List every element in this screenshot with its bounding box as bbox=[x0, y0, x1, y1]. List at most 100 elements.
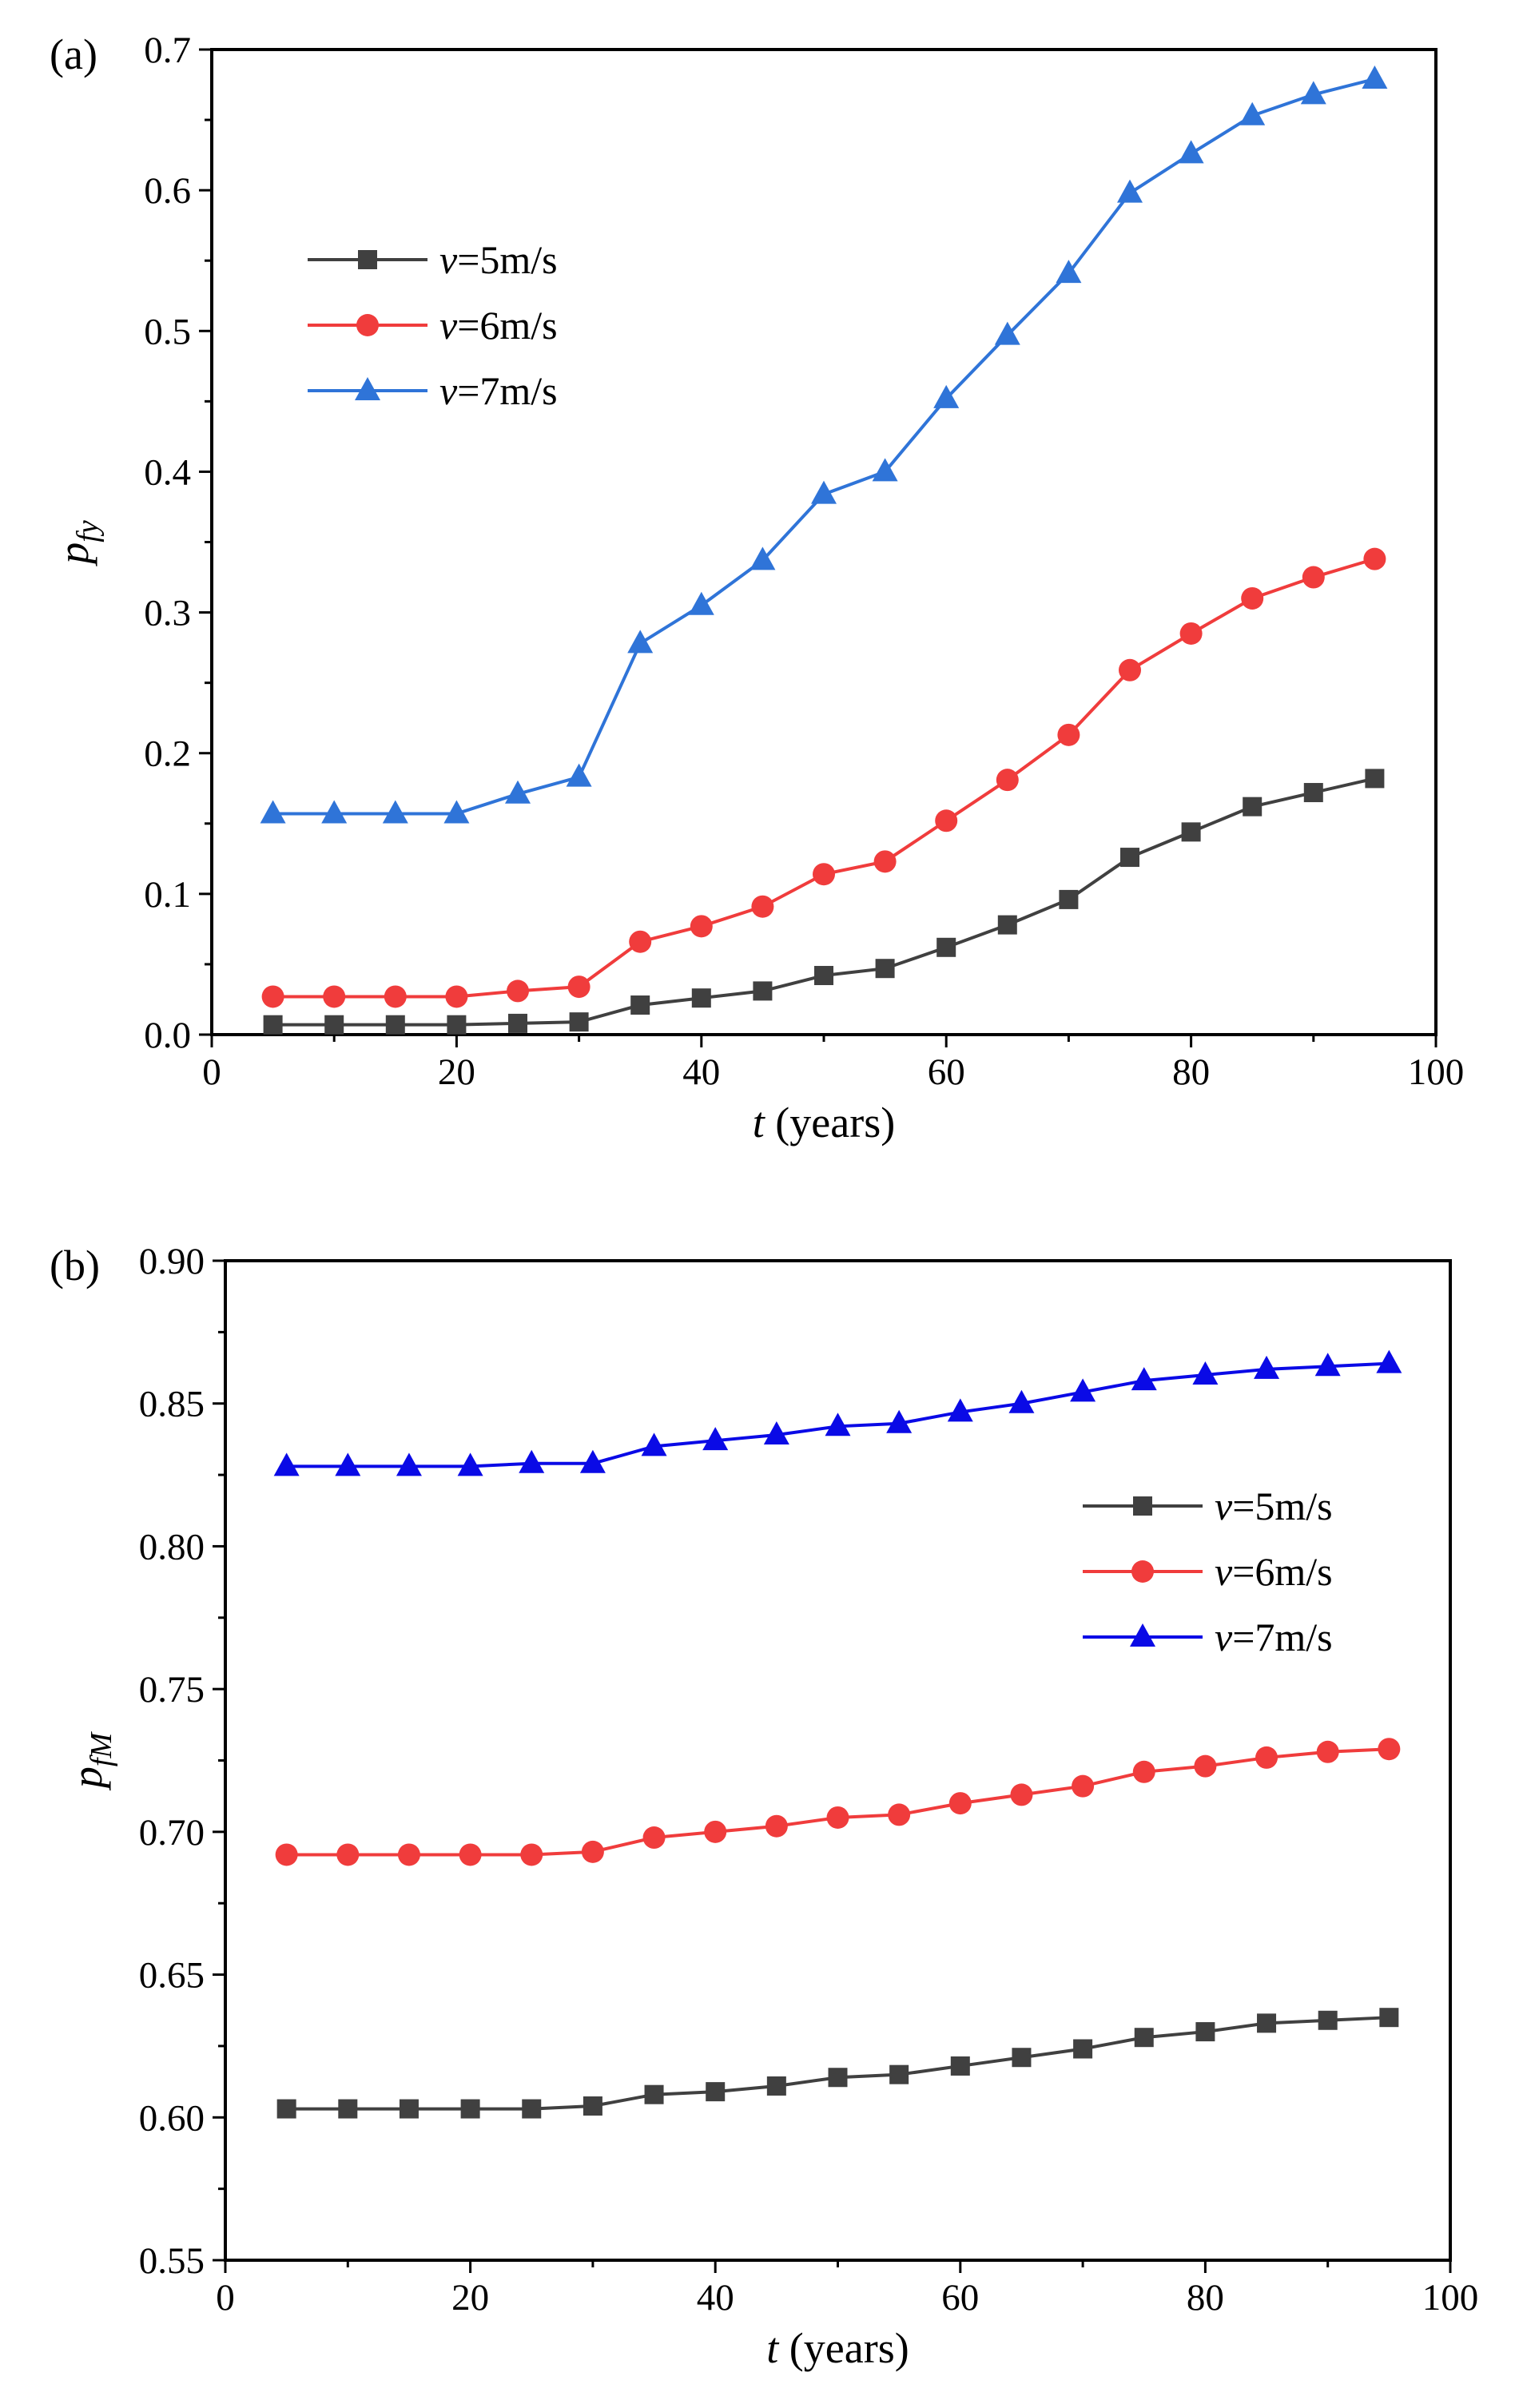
series-3 bbox=[273, 1349, 1402, 1476]
data-point bbox=[1243, 797, 1263, 817]
data-point bbox=[1365, 769, 1385, 789]
y-axis-title-main: p bbox=[63, 1766, 111, 1791]
y-tick-label: 0.7 bbox=[144, 30, 191, 71]
data-point bbox=[690, 915, 713, 938]
y-tick-label: 0.70 bbox=[139, 1812, 205, 1854]
data-point bbox=[443, 800, 470, 824]
y-tick-label: 0.3 bbox=[144, 593, 191, 634]
legend-marker bbox=[355, 377, 380, 400]
legend-label-rest: =7m/s bbox=[457, 368, 557, 413]
legend-label: v=7m/s bbox=[1215, 1615, 1333, 1659]
legend-label-var: v bbox=[439, 368, 458, 413]
data-point bbox=[1303, 783, 1323, 803]
y-tick-label: 0.60 bbox=[139, 2097, 205, 2139]
data-point bbox=[826, 1806, 849, 1829]
x-tick-label: 0 bbox=[202, 1051, 221, 1093]
data-point bbox=[765, 1814, 788, 1838]
x-tick-label: 20 bbox=[438, 1051, 475, 1093]
data-point bbox=[629, 930, 652, 953]
x-axis-title-var: t bbox=[766, 2324, 780, 2372]
data-point bbox=[459, 1843, 482, 1866]
data-point bbox=[1195, 2022, 1215, 2042]
x-tick-label: 100 bbox=[1422, 2277, 1479, 2319]
data-point bbox=[273, 1452, 300, 1476]
legend-marker bbox=[356, 314, 379, 336]
legend: v=5m/sv=6m/sv=7m/s bbox=[308, 237, 558, 413]
data-point bbox=[1376, 1349, 1402, 1373]
legend-label-var: v bbox=[439, 237, 458, 282]
y-tick-label: 0.85 bbox=[139, 1384, 205, 1425]
data-point bbox=[321, 800, 348, 824]
data-point bbox=[263, 1015, 283, 1035]
y-tick-label: 0.4 bbox=[144, 451, 191, 493]
data-point bbox=[1254, 1355, 1280, 1379]
data-point bbox=[323, 985, 346, 1008]
legend-label-var: v bbox=[1215, 1549, 1233, 1594]
data-point bbox=[644, 2084, 664, 2104]
chart-panel-a: 0 20 40 60 80 100 0.0 0.1 0.2 0.3 0.4 0.5 0.6 0.7 (a) t… bbox=[50, 30, 1464, 1146]
y-tick-label: 0.0 bbox=[144, 1015, 191, 1056]
data-point bbox=[583, 2096, 602, 2116]
legend-marker bbox=[1130, 1623, 1155, 1647]
series-1 bbox=[276, 2008, 1399, 2119]
data-point bbox=[1181, 822, 1201, 842]
y-tick-label: 0.80 bbox=[139, 1526, 205, 1568]
data-point bbox=[385, 1015, 405, 1035]
data-point bbox=[751, 895, 774, 918]
data-point bbox=[875, 959, 895, 979]
data-point bbox=[936, 937, 956, 957]
data-point bbox=[447, 1015, 467, 1035]
data-point bbox=[508, 1013, 527, 1033]
data-point bbox=[1257, 2013, 1277, 2033]
data-point bbox=[1362, 65, 1388, 89]
data-point bbox=[276, 2099, 296, 2119]
data-point bbox=[569, 1012, 589, 1032]
data-point bbox=[872, 458, 898, 482]
data-point bbox=[753, 981, 773, 1001]
data-point bbox=[1302, 566, 1325, 589]
data-point bbox=[397, 1843, 420, 1866]
data-point bbox=[384, 985, 407, 1008]
data-point bbox=[1194, 1754, 1217, 1778]
series-line bbox=[286, 2016, 1390, 2111]
legend-label: v=5m/s bbox=[439, 237, 558, 282]
data-point bbox=[1179, 622, 1203, 645]
x-tick-label: 20 bbox=[451, 2277, 489, 2319]
data-point bbox=[399, 2099, 419, 2119]
x-axis-title: t (years) bbox=[753, 1099, 895, 1146]
series-2 bbox=[261, 547, 1386, 1008]
data-point bbox=[889, 2064, 909, 2084]
data-point bbox=[275, 1843, 298, 1866]
data-point bbox=[581, 1840, 604, 1863]
data-point bbox=[1008, 1389, 1035, 1413]
data-point bbox=[520, 1843, 543, 1866]
x-tick-label: 100 bbox=[1408, 1051, 1465, 1093]
data-point bbox=[335, 1452, 361, 1476]
legend-label-var: v bbox=[1215, 1484, 1233, 1528]
x-axis-title: t (years) bbox=[766, 2324, 909, 2372]
data-point bbox=[935, 809, 958, 832]
data-point bbox=[1241, 586, 1264, 610]
data-point bbox=[1010, 1783, 1033, 1806]
y-axis-title-sub: fM bbox=[85, 1731, 118, 1767]
y-tick-label: 0.5 bbox=[144, 311, 191, 352]
x-tick-label: 0 bbox=[216, 2277, 235, 2319]
x-tick-label: 40 bbox=[682, 1051, 720, 1093]
data-point bbox=[567, 976, 591, 999]
legend: v=5m/sv=6m/sv=7m/s bbox=[1083, 1484, 1333, 1659]
data-point bbox=[336, 1843, 360, 1866]
panel-label: (a) bbox=[50, 30, 97, 78]
data-point bbox=[1117, 179, 1143, 203]
data-point bbox=[1378, 1738, 1401, 1761]
legend-label-rest: =6m/s bbox=[457, 303, 557, 348]
legend-label-rest: =5m/s bbox=[457, 237, 557, 282]
data-point bbox=[948, 1792, 972, 1815]
y-tick-label: 0.75 bbox=[139, 1669, 205, 1711]
data-point bbox=[1120, 848, 1139, 868]
data-point bbox=[522, 2099, 542, 2119]
data-point bbox=[260, 800, 286, 824]
data-point bbox=[1072, 1774, 1095, 1798]
data-point bbox=[1255, 1746, 1278, 1769]
data-point bbox=[763, 1421, 789, 1445]
